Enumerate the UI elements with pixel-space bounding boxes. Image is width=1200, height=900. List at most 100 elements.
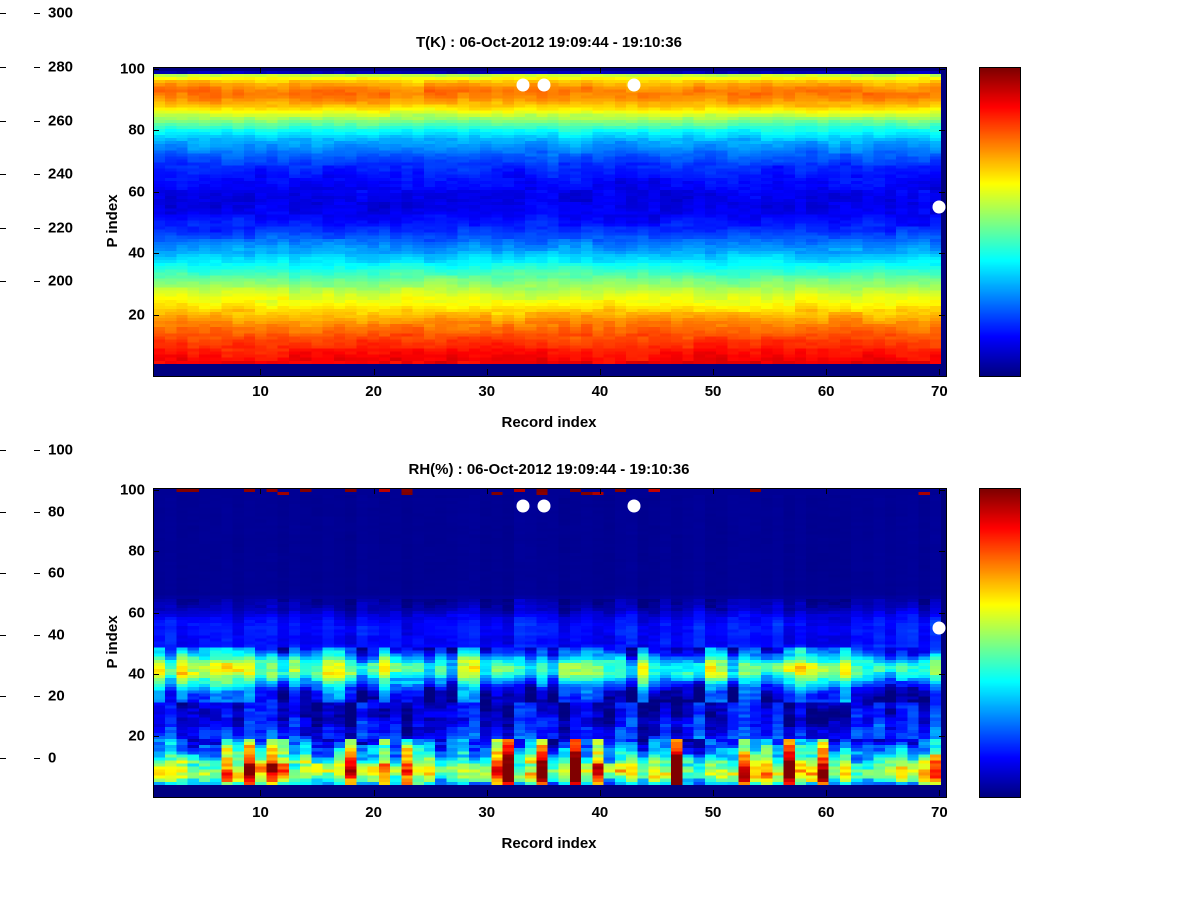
data-marker bbox=[932, 200, 946, 214]
y-tick bbox=[939, 735, 945, 737]
panel-title-temperature: T(K) : 06-Oct-2012 19:09:44 - 19:10:36 bbox=[416, 34, 682, 51]
y-tick-label: 40 bbox=[128, 244, 145, 262]
x-tick bbox=[373, 488, 375, 494]
x-tick bbox=[599, 488, 601, 494]
colorbar-ticks-temperature: 200 220 240 260 280 300 bbox=[0, 4, 74, 290]
x-tick bbox=[260, 67, 262, 73]
colorbar-tick-label: 80 bbox=[48, 503, 65, 521]
x-tick bbox=[599, 790, 601, 796]
colorbar-tick bbox=[34, 13, 40, 15]
y-tick bbox=[939, 253, 945, 255]
x-tick-label: 50 bbox=[704, 804, 722, 821]
y-tick-label: 40 bbox=[128, 665, 145, 683]
x-tick-label: 50 bbox=[704, 383, 722, 400]
colorbar-tick bbox=[0, 227, 6, 229]
y-tick bbox=[939, 68, 945, 70]
x-tick bbox=[373, 369, 375, 375]
x-tick bbox=[599, 67, 601, 73]
colorbar-tick-label: 200 bbox=[48, 272, 74, 290]
colorbar-tick bbox=[0, 696, 6, 698]
y-tick bbox=[939, 674, 945, 676]
y-tick bbox=[153, 191, 159, 193]
y-tick bbox=[939, 191, 945, 193]
x-tick bbox=[939, 369, 941, 375]
colorbar-tick-label: 0 bbox=[48, 749, 57, 767]
heatmap-relative-humidity bbox=[153, 488, 947, 798]
x-tick bbox=[826, 369, 828, 375]
x-tick bbox=[826, 488, 828, 494]
colorbar-tick-label: 260 bbox=[48, 112, 74, 130]
colorbar-tick-label: 300 bbox=[48, 4, 74, 22]
colorbar-tick-label: 60 bbox=[48, 564, 65, 582]
axis-ticks-relative-humidity: 10 20 30 40 50 60 70 20 40 60 80 100 bbox=[0, 450, 1200, 900]
colorbar-tick bbox=[34, 120, 40, 122]
colorbar-tick bbox=[0, 634, 6, 636]
colorbar-tick bbox=[0, 13, 6, 15]
colorbar-relative-humidity-gradient bbox=[980, 489, 1020, 797]
axis-ticks-temperature: 10 20 30 40 50 60 70 20 40 60 80 100 bbox=[119, 60, 948, 400]
colorbar-tick bbox=[34, 573, 40, 575]
y-tick bbox=[153, 674, 159, 676]
panel-title-relative-humidity: RH(%) : 06-Oct-2012 19:09:44 - 19:10:36 bbox=[408, 461, 690, 478]
y-tick bbox=[939, 489, 945, 491]
x-tick bbox=[486, 369, 488, 375]
colorbar-tick-label: 40 bbox=[48, 626, 65, 644]
y-tick bbox=[939, 551, 945, 553]
colorbar-tick bbox=[0, 174, 6, 176]
x-tick bbox=[486, 67, 488, 73]
colorbar-tick bbox=[34, 281, 40, 283]
y-tick-label: 80 bbox=[128, 542, 145, 560]
x-tick bbox=[713, 790, 715, 796]
colorbar-tick bbox=[0, 120, 6, 122]
y-tick bbox=[939, 612, 945, 614]
axis-label-x-temperature: Record index bbox=[501, 414, 597, 431]
x-tick-label: 40 bbox=[591, 383, 609, 400]
colorbar-tick bbox=[34, 511, 40, 513]
x-tick bbox=[713, 369, 715, 375]
y-tick bbox=[153, 735, 159, 737]
colorbar-tick bbox=[0, 758, 6, 759]
colorbar-tick bbox=[0, 573, 6, 575]
x-tick bbox=[713, 67, 715, 73]
data-marker bbox=[516, 78, 530, 92]
colorbar-relative-humidity bbox=[979, 488, 1021, 798]
colorbar-tick-label: 280 bbox=[48, 58, 74, 76]
data-marker bbox=[537, 78, 551, 92]
colorbar-tick bbox=[34, 174, 40, 176]
x-tick bbox=[713, 488, 715, 494]
y-tick-label: 60 bbox=[128, 183, 145, 201]
y-tick bbox=[153, 314, 159, 316]
colorbar-tick bbox=[0, 511, 6, 513]
x-tick-label: 20 bbox=[365, 804, 382, 821]
y-tick bbox=[939, 314, 945, 316]
colorbar-tick-label: 220 bbox=[48, 219, 74, 237]
y-tick bbox=[153, 489, 159, 491]
x-tick-label: 60 bbox=[817, 383, 835, 400]
x-tick-label: 70 bbox=[930, 383, 948, 400]
colorbar-tick bbox=[34, 758, 40, 759]
y-tick bbox=[153, 253, 159, 255]
colorbar-tick-label: 20 bbox=[48, 687, 65, 705]
heatmap-relative-humidity-image bbox=[154, 489, 942, 797]
y-tick bbox=[153, 551, 159, 553]
data-marker bbox=[516, 499, 530, 513]
y-tick-label: 100 bbox=[119, 481, 145, 499]
x-tick-label: 30 bbox=[478, 383, 496, 400]
x-tick-label: 10 bbox=[252, 383, 269, 400]
x-tick-label: 30 bbox=[478, 804, 496, 821]
x-tick bbox=[260, 488, 262, 494]
y-tick-label: 100 bbox=[119, 60, 145, 78]
data-marker bbox=[627, 78, 641, 92]
heatmap-temperature-image bbox=[154, 68, 942, 376]
y-tick bbox=[153, 68, 159, 70]
data-marker bbox=[932, 621, 946, 635]
x-tick-label: 10 bbox=[252, 804, 269, 821]
heatmap-temperature bbox=[153, 67, 947, 377]
colorbar-tick bbox=[34, 696, 40, 698]
colorbar-tick bbox=[0, 281, 6, 283]
x-tick bbox=[486, 790, 488, 796]
x-tick bbox=[373, 67, 375, 73]
x-tick-label: 20 bbox=[365, 383, 382, 400]
x-tick bbox=[939, 67, 941, 73]
x-tick bbox=[260, 369, 262, 375]
